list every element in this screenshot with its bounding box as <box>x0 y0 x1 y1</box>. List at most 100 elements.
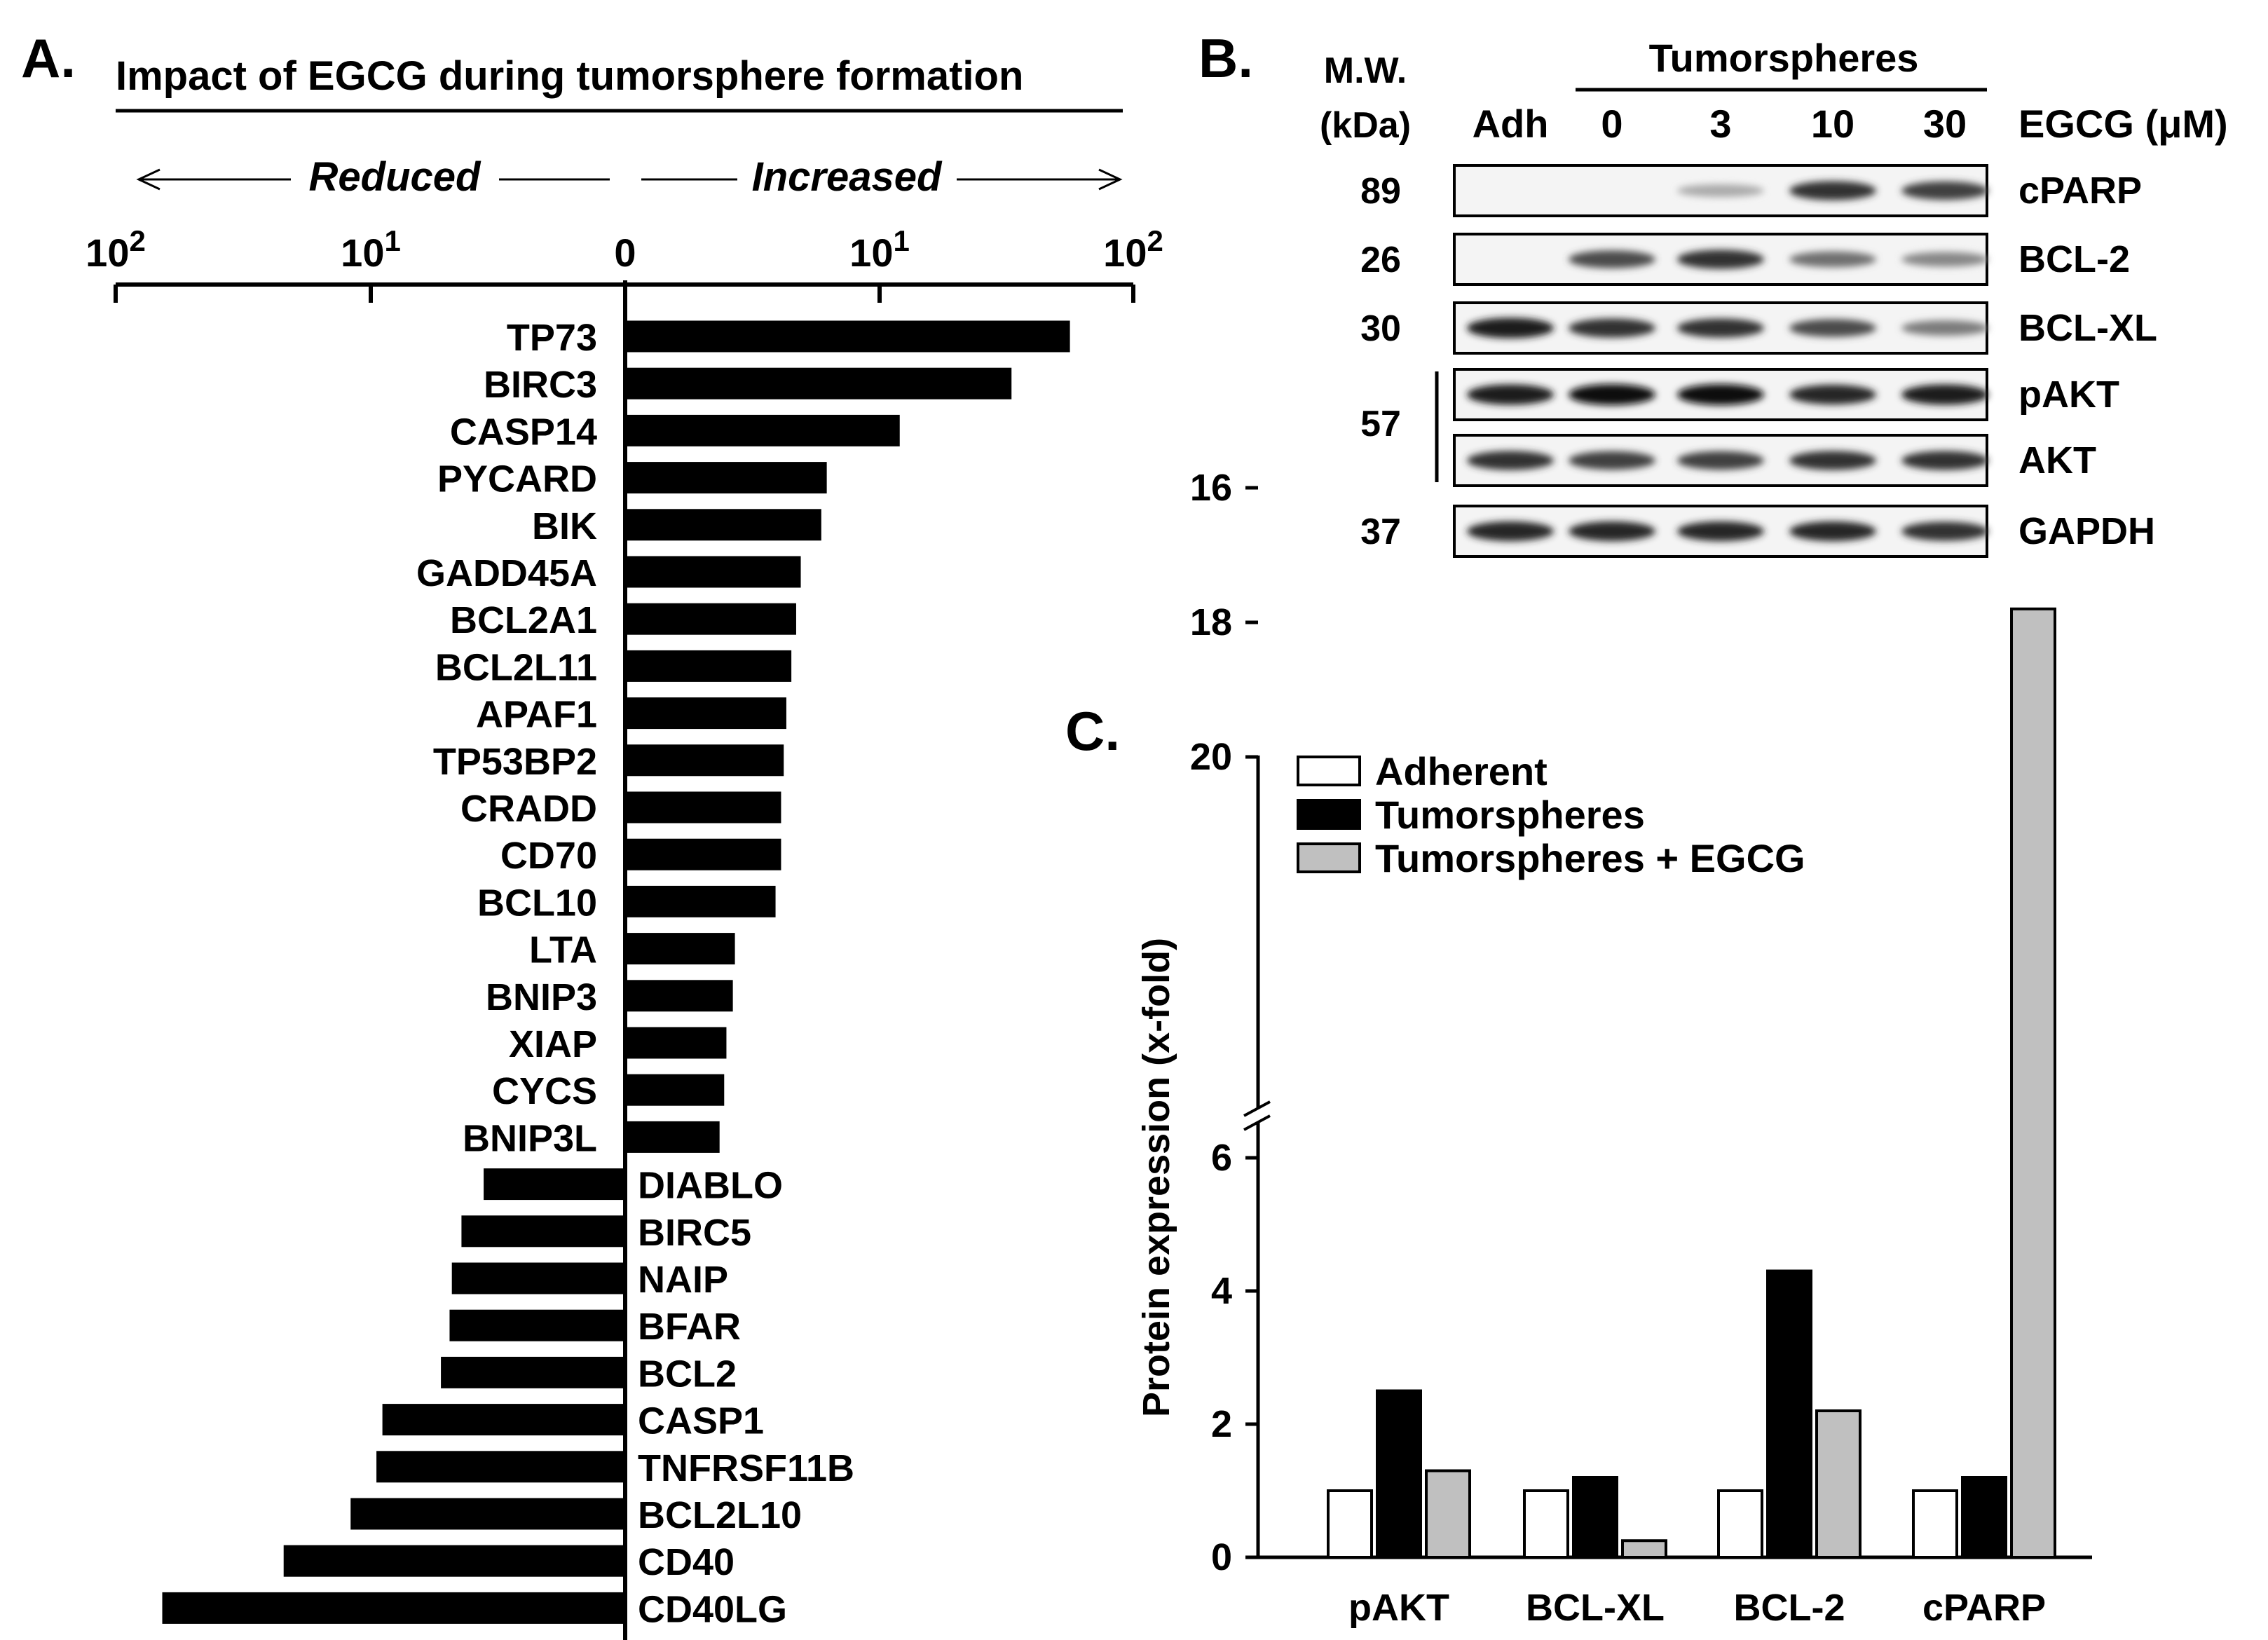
gene-label: GADD45A <box>416 552 597 594</box>
gene-label: TP53BP2 <box>433 741 597 783</box>
protein-label: pAKT <box>2018 374 2119 416</box>
gene-bar <box>625 650 792 682</box>
protein-bar <box>1327 1489 1373 1559</box>
blot-band <box>1789 384 1876 405</box>
protein-bar <box>1376 1389 1422 1559</box>
gene-bar <box>625 1074 725 1106</box>
panel-label-b: B. <box>1198 27 1253 89</box>
lane-label: 10 <box>1811 102 1854 146</box>
axis-break-mark <box>1243 1100 1271 1131</box>
panel-a-title: Impact of EGCG during tumorsphere format… <box>116 53 1023 99</box>
blot-band <box>1467 451 1554 470</box>
panel-label-c: C. <box>1065 700 1120 762</box>
gene-label: BCL10 <box>477 882 597 924</box>
gene-bar <box>451 1262 625 1294</box>
gene-label: PYCARD <box>437 458 597 500</box>
x-category-label: BCL-XL <box>1526 1587 1665 1629</box>
gene-label: BIK <box>532 505 597 547</box>
protein-label: AKT <box>2018 439 2096 481</box>
protein-bar <box>2010 607 2056 1559</box>
panel-label-a: A. <box>21 27 76 89</box>
gene-label: CYCS <box>492 1070 597 1112</box>
increased-label: Increased <box>752 154 943 200</box>
x-category-label: pAKT <box>1348 1587 1449 1629</box>
gene-bar <box>625 933 735 965</box>
gene-label: BCL2L11 <box>435 646 597 688</box>
blot-band <box>1569 521 1655 542</box>
legend-swatch <box>1297 842 1361 873</box>
blot-band <box>1677 384 1764 405</box>
blot-band <box>1901 384 1988 405</box>
gene-bar <box>625 885 776 917</box>
blot-band <box>1789 251 1876 268</box>
protein-bar <box>1815 1409 1861 1559</box>
protein-bar <box>1961 1476 2007 1559</box>
legend-label: Tumorspheres + EGCG <box>1375 836 1805 880</box>
tumorspheres-group-label: Tumorspheres <box>1649 36 1919 80</box>
blot-band <box>1467 521 1554 542</box>
gene-label: CD70 <box>500 835 597 877</box>
gene-label: BNIP3 <box>486 976 597 1018</box>
legend-swatch <box>1297 799 1361 830</box>
protein-bar <box>1912 1489 1958 1559</box>
gene-label: TP73 <box>507 317 597 359</box>
reduced-arrow <box>136 168 610 191</box>
gene-label: NAIP <box>638 1259 728 1301</box>
protein-bar <box>1717 1489 1763 1559</box>
gene-label: CASP1 <box>638 1400 764 1442</box>
y-tick-label: 18 <box>1190 601 1232 643</box>
top-axis-tick-label: 0 <box>614 231 636 275</box>
panel-c-chart: Protein expression (x-fold) 0 2 4 6 16 18 20 A… <box>1135 467 2092 1629</box>
gene-bar <box>625 980 733 1012</box>
legend-label: Tumorspheres <box>1375 793 1645 837</box>
blot-band <box>1789 521 1876 542</box>
y-tick-label: 6 <box>1211 1137 1232 1179</box>
blot-band <box>1901 521 1988 541</box>
blot-band <box>1789 181 1876 200</box>
protein-bar <box>1425 1469 1471 1559</box>
top-axis-tick-label: 101 <box>849 224 910 275</box>
legend-label: Adherent <box>1375 749 1548 793</box>
blot-band <box>1569 451 1655 470</box>
gene-bar <box>350 1498 625 1530</box>
blot-band <box>1677 451 1764 470</box>
mw-label: 89 <box>1360 171 1401 212</box>
lane-label: Adh <box>1473 102 1549 146</box>
gene-label: CD40 <box>638 1541 735 1583</box>
top-axis-tick-label: 102 <box>1103 224 1163 275</box>
blot-band <box>1467 317 1554 339</box>
blot-band <box>1569 250 1655 268</box>
y-tick-label: 20 <box>1190 736 1232 778</box>
blot-band <box>1901 320 1988 336</box>
gene-bar <box>625 367 1012 399</box>
gene-bar <box>625 462 827 494</box>
increased-arrow <box>641 168 1123 191</box>
x-category-label: BCL-2 <box>1734 1587 1845 1629</box>
protein-label: BCL-2 <box>2018 238 2130 280</box>
mw-label: 26 <box>1360 240 1401 280</box>
blot-band <box>1677 521 1764 542</box>
gene-bar <box>283 1545 625 1577</box>
western-blot-panel: M.W. (kDa) Tumorspheres Adh 0 3 10 30 EGCG (… <box>1320 36 2228 558</box>
protein-bar <box>1766 1269 1812 1559</box>
y-tick-label: 16 <box>1190 467 1232 509</box>
mw-header-line2: (kDa) <box>1320 105 1411 146</box>
lane-label: 0 <box>1601 102 1623 146</box>
blot-band <box>1789 319 1876 337</box>
gene-label: LTA <box>529 929 597 971</box>
gene-bar <box>162 1592 625 1624</box>
blot-band <box>1677 318 1764 338</box>
gene-label: BNIP3L <box>463 1117 597 1159</box>
protein-label: BCL-XL <box>2018 307 2157 349</box>
protein-bar <box>1621 1539 1667 1559</box>
gene-bar <box>625 838 781 870</box>
gene-bar <box>376 1451 625 1483</box>
shared-mw-57: 57 <box>1360 404 1401 444</box>
gene-bar <box>382 1404 625 1436</box>
gene-label: CASP14 <box>450 411 597 453</box>
gene-bar <box>625 1121 720 1153</box>
blot-band <box>1677 184 1764 198</box>
gene-bar <box>625 744 784 777</box>
blot-band <box>1677 250 1764 269</box>
